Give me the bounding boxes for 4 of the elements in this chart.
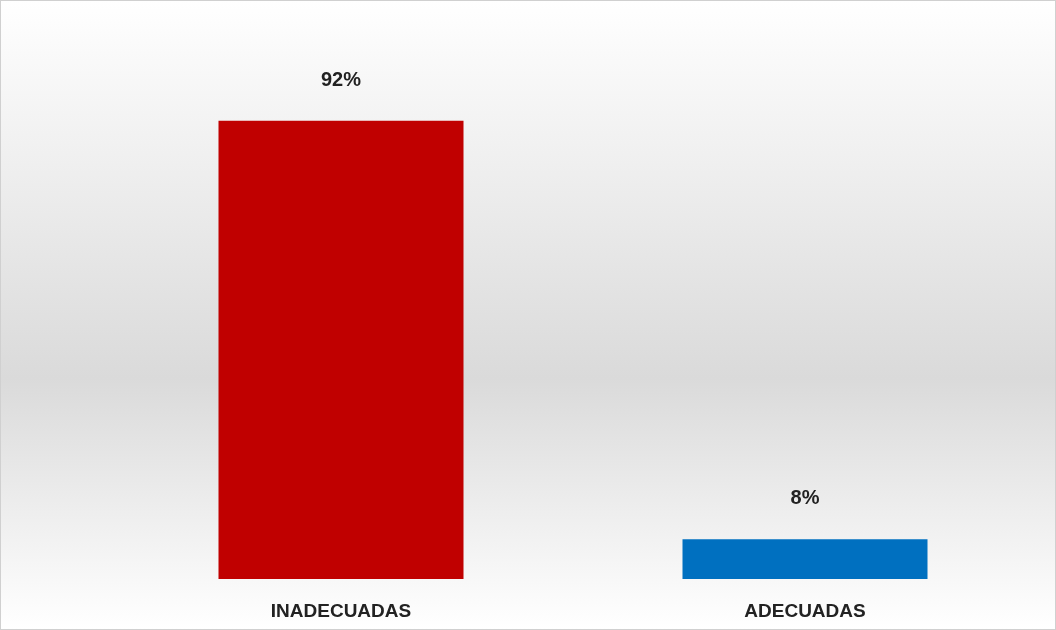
x-tick-label: INADECUADAS (270, 600, 412, 621)
data-label: 8% (790, 486, 820, 509)
x-tick-label: ADECUADAS (744, 600, 866, 621)
data-label: 92% (320, 67, 362, 90)
